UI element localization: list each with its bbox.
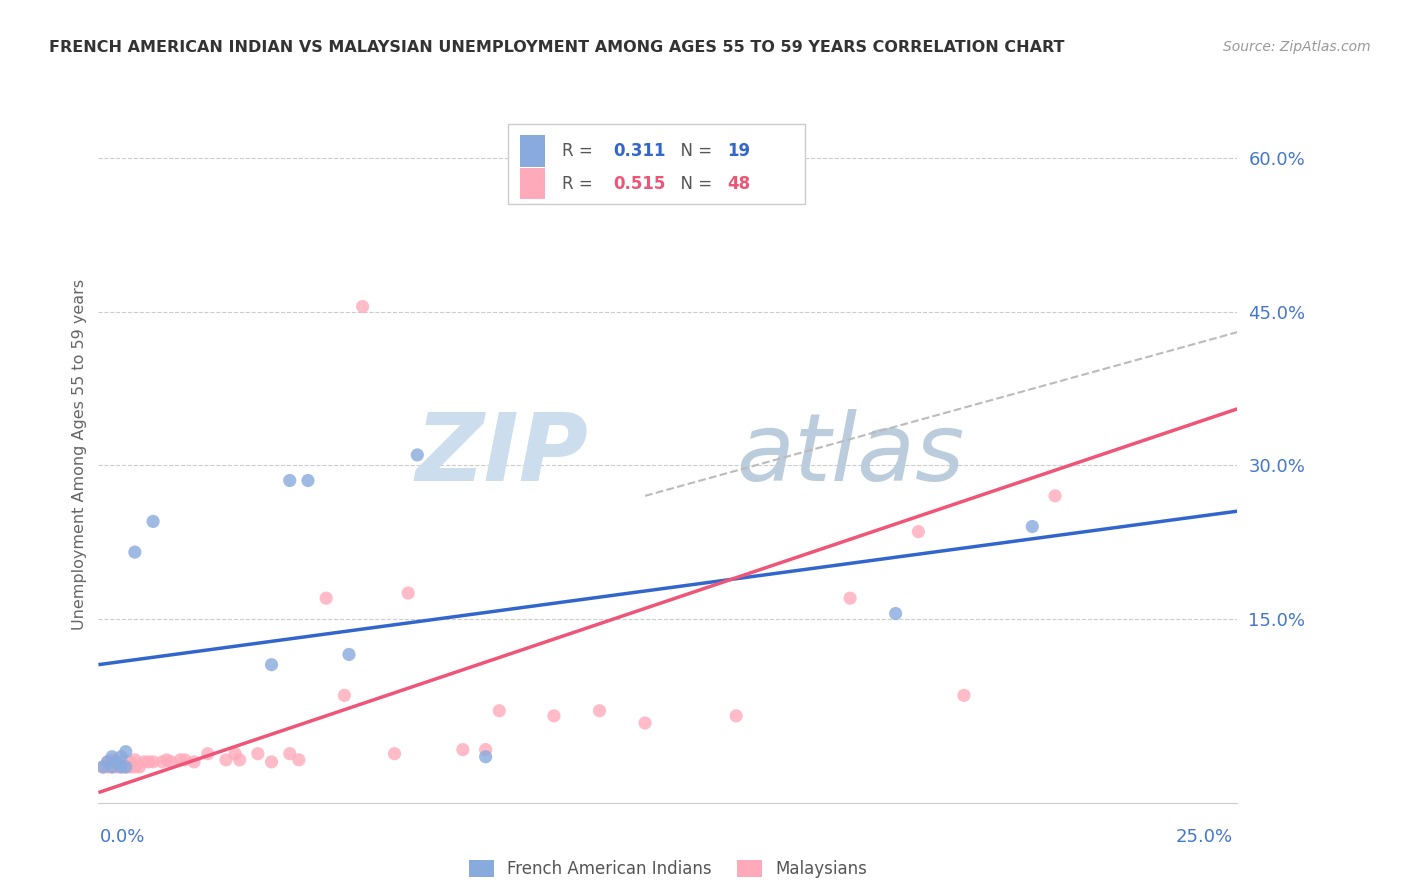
Point xyxy=(169,753,191,767)
Point xyxy=(101,760,124,774)
Point xyxy=(337,648,360,662)
Point xyxy=(91,760,114,774)
Text: FRENCH AMERICAN INDIAN VS MALAYSIAN UNEMPLOYMENT AMONG AGES 55 TO 59 YEARS CORRE: FRENCH AMERICAN INDIAN VS MALAYSIAN UNEM… xyxy=(49,40,1064,55)
Bar xyxy=(520,136,546,167)
Text: N =: N = xyxy=(671,175,717,193)
Point xyxy=(406,448,429,462)
Text: 0.515: 0.515 xyxy=(613,175,665,193)
Point xyxy=(396,586,419,600)
Point xyxy=(634,716,657,731)
Point xyxy=(91,760,114,774)
Point xyxy=(224,747,246,761)
Point xyxy=(884,607,907,621)
Text: 25.0%: 25.0% xyxy=(1175,828,1233,846)
Text: R =: R = xyxy=(562,175,598,193)
Point xyxy=(114,760,136,774)
Point xyxy=(110,760,132,774)
Point xyxy=(96,760,118,774)
Point xyxy=(352,300,374,314)
Point xyxy=(725,708,748,723)
Text: 0.311: 0.311 xyxy=(613,142,665,160)
Point xyxy=(110,755,132,769)
Text: ZIP: ZIP xyxy=(415,409,588,501)
Point xyxy=(333,689,356,703)
Text: atlas: atlas xyxy=(737,409,965,500)
Point xyxy=(588,704,610,718)
Point xyxy=(384,747,406,761)
Point xyxy=(1021,519,1043,533)
Point xyxy=(183,755,205,769)
Point xyxy=(105,760,128,774)
Point xyxy=(297,474,319,488)
FancyBboxPatch shape xyxy=(509,124,804,204)
Point xyxy=(278,474,301,488)
Point xyxy=(138,755,160,769)
Point xyxy=(839,591,862,606)
Point xyxy=(101,749,124,764)
Point xyxy=(120,760,142,774)
Point xyxy=(228,753,250,767)
Point xyxy=(260,755,283,769)
Text: R =: R = xyxy=(562,142,598,160)
Point xyxy=(543,708,565,723)
Point xyxy=(474,742,496,756)
Point xyxy=(114,745,136,759)
Point xyxy=(260,657,283,672)
Text: 48: 48 xyxy=(727,175,751,193)
Point xyxy=(142,515,165,529)
Point xyxy=(1043,489,1066,503)
Point xyxy=(160,755,183,769)
Point xyxy=(96,755,118,769)
Point xyxy=(451,742,474,756)
Point xyxy=(105,755,128,769)
Point xyxy=(215,753,238,767)
Point xyxy=(197,747,219,761)
Point xyxy=(474,749,496,764)
Point xyxy=(105,755,128,769)
Y-axis label: Unemployment Among Ages 55 to 59 years: Unemployment Among Ages 55 to 59 years xyxy=(72,279,87,631)
Text: 0.0%: 0.0% xyxy=(100,828,145,846)
Point xyxy=(156,753,179,767)
Point xyxy=(246,747,269,761)
Point xyxy=(288,753,311,767)
Text: N =: N = xyxy=(671,142,717,160)
Point xyxy=(101,753,124,767)
Point xyxy=(315,591,337,606)
Point xyxy=(150,755,173,769)
Point xyxy=(142,755,165,769)
Bar xyxy=(520,168,546,199)
Point xyxy=(953,689,976,703)
Text: Source: ZipAtlas.com: Source: ZipAtlas.com xyxy=(1223,40,1371,54)
Point xyxy=(96,755,118,769)
Point xyxy=(114,760,136,774)
Point xyxy=(278,747,301,761)
Point xyxy=(110,749,132,764)
Point xyxy=(132,755,155,769)
Point xyxy=(488,704,510,718)
Point xyxy=(101,760,124,774)
Point xyxy=(110,760,132,774)
Text: 19: 19 xyxy=(727,142,751,160)
Point xyxy=(124,753,146,767)
Point xyxy=(174,753,197,767)
Point xyxy=(120,755,142,769)
Point xyxy=(124,760,146,774)
Point xyxy=(907,524,929,539)
Legend: French American Indians, Malaysians: French American Indians, Malaysians xyxy=(463,854,873,885)
Point xyxy=(128,760,150,774)
Point xyxy=(124,545,146,559)
